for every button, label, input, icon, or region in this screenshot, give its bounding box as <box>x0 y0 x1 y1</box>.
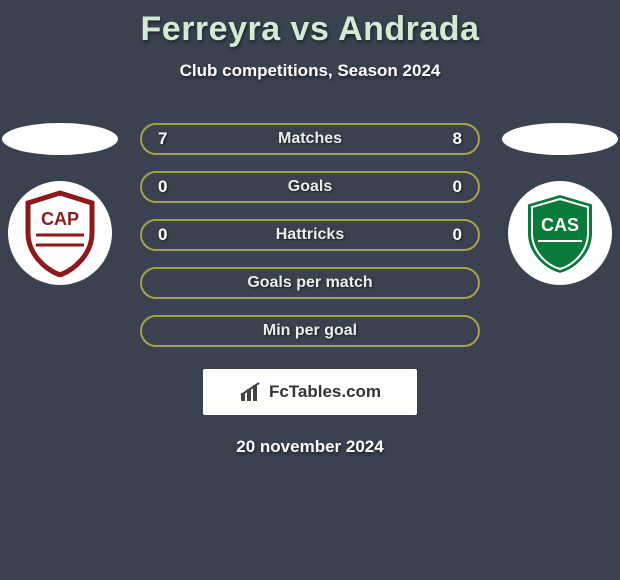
stat-right-value: 0 <box>453 225 462 245</box>
brand-text: FcTables.com <box>269 382 381 402</box>
stat-row: 0 Hattricks 0 <box>140 219 480 251</box>
shield-icon: CAS <box>518 189 602 277</box>
right-team-badge: CAS <box>508 181 612 285</box>
bar-chart-icon <box>239 381 265 403</box>
stat-row: Goals per match <box>140 267 480 299</box>
page-subtitle: Club competitions, Season 2024 <box>0 61 620 81</box>
left-badge-text: CAP <box>41 209 79 229</box>
right-player-oval <box>502 123 618 155</box>
stat-row: 7 Matches 8 <box>140 123 480 155</box>
stat-left-value: 0 <box>158 225 167 245</box>
stat-left-value: 7 <box>158 129 167 149</box>
left-player-oval <box>2 123 118 155</box>
right-badge-text: CAS <box>541 215 579 235</box>
left-team-badge: CAP <box>8 181 112 285</box>
stat-column: 7 Matches 8 0 Goals 0 0 Hattricks 0 Goals per mat… <box>140 117 480 347</box>
stat-label: Hattricks <box>276 226 344 244</box>
left-column: CAP <box>0 117 120 285</box>
brand-box: FcTables.com <box>203 369 417 415</box>
page-title: Ferreyra vs Andrada <box>0 10 620 49</box>
date-text: 20 november 2024 <box>0 437 620 457</box>
right-column: CAS <box>500 117 620 285</box>
stat-right-value: 8 <box>453 129 462 149</box>
stat-row: Min per goal <box>140 315 480 347</box>
stat-left-value: 0 <box>158 177 167 197</box>
stat-right-value: 0 <box>453 177 462 197</box>
stat-label: Goals <box>288 178 332 196</box>
shield-icon: CAP <box>20 189 100 277</box>
infographic-container: Ferreyra vs Andrada Club competitions, S… <box>0 0 620 457</box>
main-row: CAP 7 Matches 8 0 Goals 0 0 Hattricks 0 Goals per… <box>0 117 620 347</box>
stat-row: 0 Goals 0 <box>140 171 480 203</box>
stat-label: Matches <box>278 130 342 148</box>
stat-label: Min per goal <box>263 322 357 340</box>
stat-label: Goals per match <box>247 274 372 292</box>
